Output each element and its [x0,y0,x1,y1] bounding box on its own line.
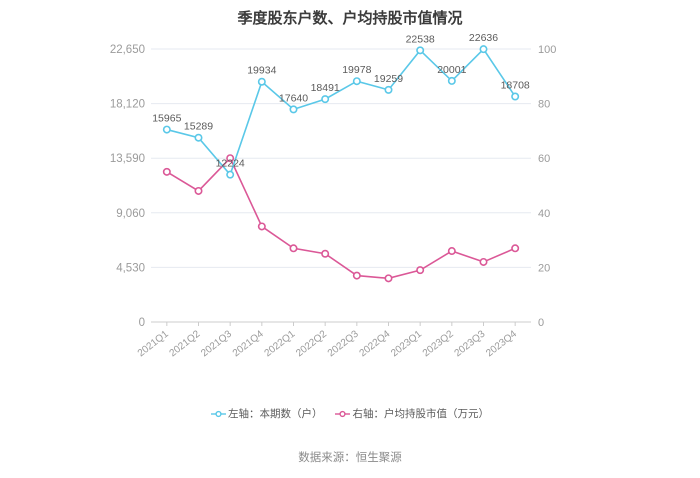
svg-text:20001: 20001 [437,64,466,76]
svg-text:22,650: 22,650 [110,44,145,56]
svg-text:2023Q4: 2023Q4 [484,328,519,359]
svg-text:4,530: 4,530 [116,262,145,274]
svg-text:2021Q3: 2021Q3 [199,328,234,359]
svg-text:17640: 17640 [279,92,308,104]
svg-text:2022Q2: 2022Q2 [294,328,329,359]
svg-text:100: 100 [538,44,556,56]
svg-text:80: 80 [538,99,550,111]
svg-text:0: 0 [139,317,145,329]
svg-text:2023Q2: 2023Q2 [421,328,456,359]
svg-text:19259: 19259 [374,73,403,85]
svg-text:2022Q3: 2022Q3 [326,328,361,359]
svg-text:2023Q3: 2023Q3 [453,328,488,359]
svg-text:12224: 12224 [216,158,245,170]
svg-text:18491: 18491 [311,82,340,94]
svg-text:2023Q1: 2023Q1 [389,328,424,359]
svg-text:15965: 15965 [152,113,181,125]
svg-text:2021Q4: 2021Q4 [231,328,266,359]
svg-text:20: 20 [538,262,550,274]
svg-text:2021Q1: 2021Q1 [136,328,171,359]
svg-text:9,060: 9,060 [116,208,145,220]
svg-text:22538: 22538 [406,33,435,45]
svg-text:2022Q4: 2022Q4 [358,328,393,359]
svg-text:13,590: 13,590 [110,153,145,165]
svg-text:22636: 22636 [469,32,498,44]
svg-text:18708: 18708 [501,80,530,92]
svg-text:18,120: 18,120 [110,99,145,111]
svg-text:40: 40 [538,208,550,220]
svg-text:0: 0 [538,317,544,329]
svg-text:2022Q1: 2022Q1 [263,328,298,359]
svg-text:19978: 19978 [342,64,371,76]
svg-text:60: 60 [538,153,550,165]
svg-text:19934: 19934 [247,65,276,77]
svg-text:15289: 15289 [184,121,213,133]
svg-text:2021Q2: 2021Q2 [168,328,203,359]
